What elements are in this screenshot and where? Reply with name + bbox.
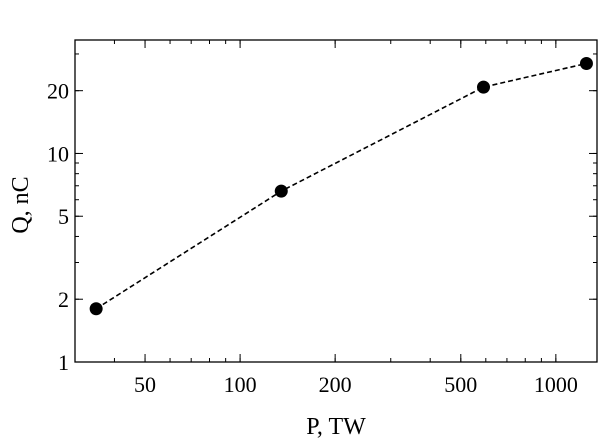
series-dashed-line (95, 62, 587, 310)
x-tick-label: 50 (134, 372, 156, 397)
y-tick-label: 20 (47, 79, 69, 104)
data-points (89, 57, 593, 316)
data-point (476, 80, 490, 94)
plot-frame (74, 39, 598, 363)
y-tick-label: 10 (47, 141, 69, 166)
x-tick-label: 500 (444, 372, 477, 397)
x-tick-label: 200 (319, 372, 352, 397)
x-axis-label: P, TW (306, 414, 366, 440)
y-tick-label: 5 (58, 204, 69, 229)
x-tick-label: 100 (224, 372, 257, 397)
x-tick-label: 1000 (534, 372, 578, 397)
y-tick-label: 2 (58, 287, 69, 312)
data-point (89, 302, 103, 316)
y-axis-label: Q, nC (8, 176, 34, 233)
data-point (579, 57, 593, 71)
y-tick-label: 1 (58, 350, 69, 375)
axis-ticks (74, 40, 597, 363)
axis-tick-labels: 50 100 200 500 1000 1 2 5 10 20 (47, 79, 578, 397)
data-point (274, 184, 288, 198)
